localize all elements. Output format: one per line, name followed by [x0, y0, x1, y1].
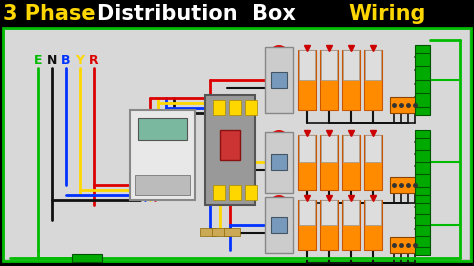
Bar [72, 254, 102, 262]
Bar [299, 50, 315, 80]
Bar [200, 228, 216, 236]
Bar [271, 72, 287, 88]
Bar [138, 118, 187, 140]
Bar [271, 154, 287, 170]
Bar [321, 135, 337, 162]
Text: Distribution  Box: Distribution Box [97, 4, 296, 24]
Text: N: N [47, 53, 57, 66]
Bar [343, 135, 359, 162]
Bar [390, 237, 420, 253]
Text: R: R [89, 53, 99, 66]
Bar [298, 135, 316, 190]
Bar [265, 132, 293, 193]
Bar [364, 50, 382, 110]
Bar [390, 177, 420, 193]
Text: Wiring: Wiring [348, 4, 425, 24]
Bar [265, 197, 293, 253]
Bar [415, 45, 430, 115]
Bar [271, 217, 287, 233]
Bar [364, 200, 382, 250]
Bar [365, 50, 381, 80]
Bar [343, 50, 359, 80]
Bar [415, 195, 430, 255]
Bar [220, 130, 240, 160]
Bar [342, 135, 360, 190]
Bar [298, 200, 316, 250]
Bar [3, 28, 471, 261]
Bar [390, 97, 420, 113]
Bar [415, 130, 430, 195]
Bar [265, 47, 293, 113]
Bar [224, 228, 240, 236]
Bar [321, 200, 337, 225]
Bar [299, 200, 315, 225]
Bar [213, 100, 225, 115]
Bar [299, 135, 315, 162]
Bar [245, 185, 257, 200]
Bar [205, 95, 255, 205]
Bar [212, 228, 228, 236]
Bar [320, 135, 338, 190]
Bar [130, 110, 195, 200]
Bar [320, 200, 338, 250]
Bar [245, 100, 257, 115]
Bar [5, 30, 469, 259]
Bar [342, 50, 360, 110]
Bar [135, 175, 190, 195]
Bar [321, 50, 337, 80]
Text: 3 Phase: 3 Phase [3, 4, 96, 24]
Bar [342, 200, 360, 250]
Bar [229, 100, 241, 115]
Bar [298, 50, 316, 110]
Text: Y: Y [75, 53, 84, 66]
Bar [365, 135, 381, 162]
Text: B: B [61, 53, 71, 66]
Bar [343, 200, 359, 225]
Bar [229, 185, 241, 200]
Bar [213, 185, 225, 200]
Bar [320, 50, 338, 110]
Bar [365, 200, 381, 225]
Bar [364, 135, 382, 190]
Text: E: E [34, 53, 42, 66]
Bar [0, 0, 474, 28]
